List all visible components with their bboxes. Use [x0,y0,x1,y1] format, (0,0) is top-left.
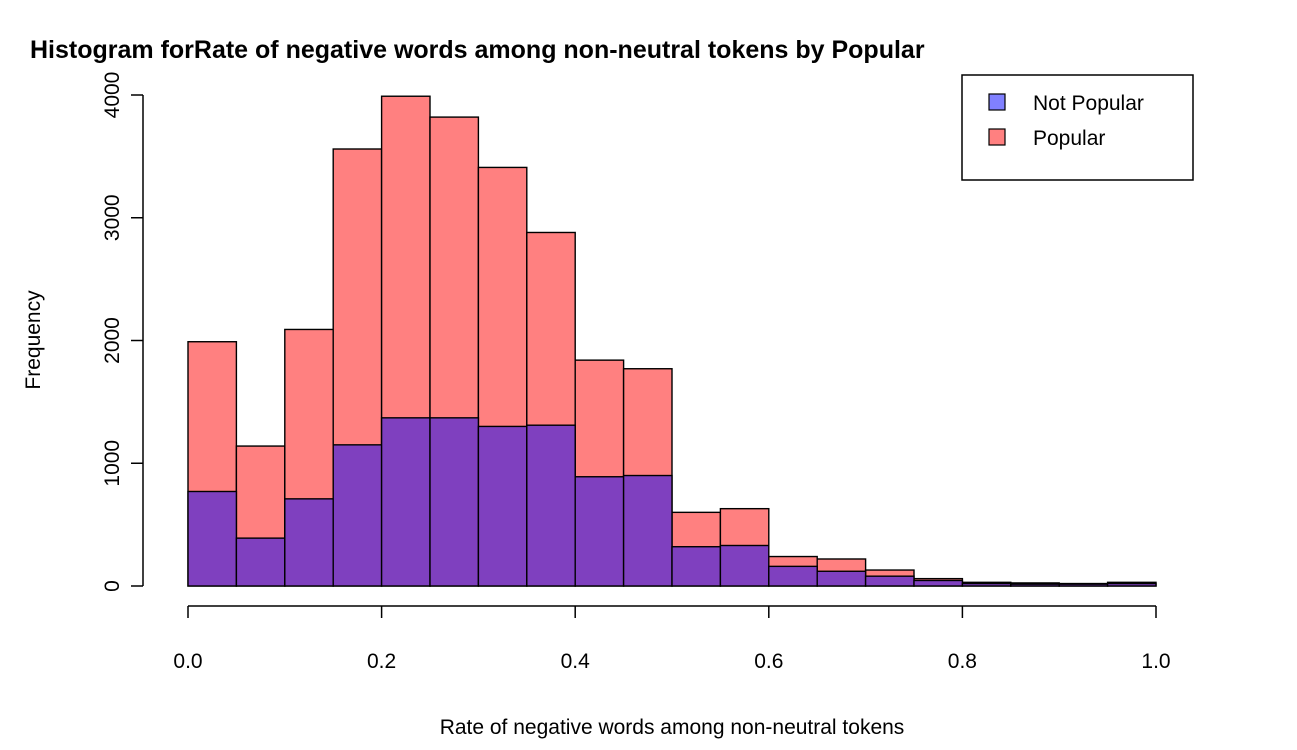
bar-not-popular-4 [380,417,431,587]
x-tick-label: 0.6 [754,650,783,673]
legend: Not Popular Popular [961,74,1194,181]
bar-not-popular-6 [477,425,528,587]
legend-swatch [988,93,1006,111]
y-tick-label: 0 [101,580,124,592]
legend-box [961,74,1194,181]
x-axis: 0.0 0.2 0.4 0.6 0.8 1.0 [173,605,1171,673]
y-tick-label: 1000 [101,440,124,487]
bar-not-popular-15 [913,579,964,587]
bar-not-popular-5 [429,417,480,587]
bar-not-popular-13 [816,570,867,587]
y-axis-label: Frequency [22,290,45,390]
y-axis: 0 1000 2000 3000 4000 [101,72,144,592]
bar-not-popular-0 [187,490,238,587]
chart-title: Histogram forRate of negative words amon… [30,36,925,64]
bar-not-popular-12 [768,565,818,587]
y-tick-label: 4000 [101,72,124,119]
x-tick-label: 0.0 [173,650,202,673]
legend-label: Popular [1033,127,1105,150]
y-tick-label: 2000 [101,317,124,364]
bar-not-popular-16 [961,582,1012,587]
x-tick-label: 1.0 [1141,650,1170,673]
bar-not-popular-18 [1058,583,1109,587]
bar-not-popular-9 [622,474,673,587]
bars-layer [187,95,1157,587]
bar-not-popular-3 [332,444,383,587]
x-axis-label: Rate of negative words among non-neutral… [440,716,905,739]
bar-not-popular-14 [864,575,915,587]
bar-not-popular-1 [235,537,286,587]
bar-not-popular-10 [671,546,722,587]
bar-not-popular-17 [1010,583,1060,587]
x-tick-label: 0.2 [367,650,396,673]
y-tick-label: 3000 [101,194,124,241]
bar-not-popular-11 [719,544,770,587]
bar-not-popular-19 [1106,582,1157,587]
legend-label: Not Popular [1033,92,1144,115]
legend-swatch [988,128,1006,146]
bar-not-popular-2 [284,498,334,587]
bar-not-popular-7 [526,424,576,587]
x-tick-label: 0.4 [561,650,591,673]
x-tick-label: 0.8 [948,650,977,673]
bar-not-popular-8 [574,476,625,587]
